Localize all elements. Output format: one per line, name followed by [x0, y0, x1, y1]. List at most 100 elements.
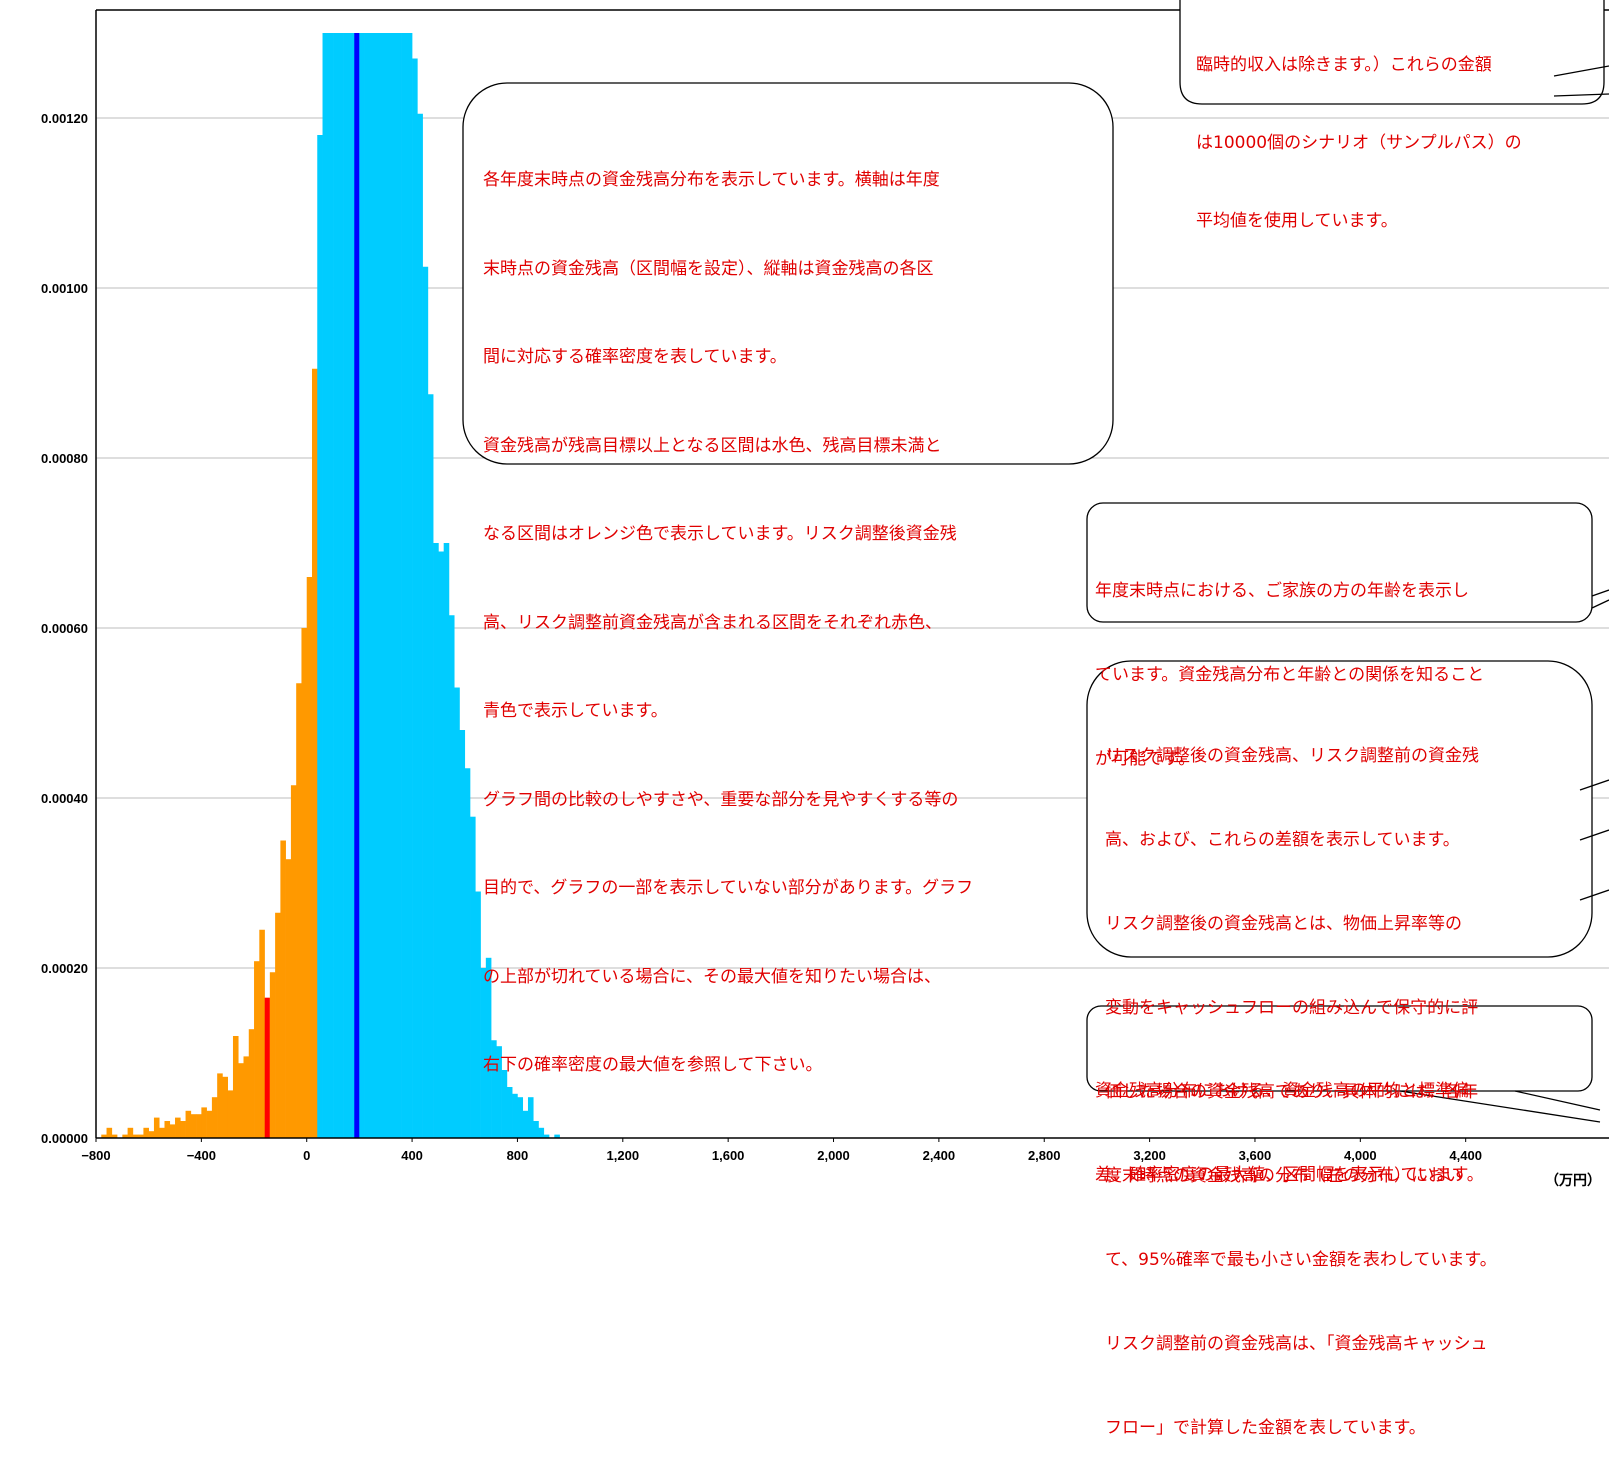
callout-risk-line: 度末時点の資金残高の分布（左の分布）におい	[1105, 1166, 1462, 1186]
histogram-bar	[180, 1121, 186, 1138]
callout-risk-line: リスク調整後の資金残高とは、物価上昇率等の	[1105, 914, 1462, 934]
histogram-bar	[554, 1134, 560, 1138]
callout-age: 年度末時点における、ご家族の方の年齢を表示し ています。資金残高分布と年齢との関…	[1095, 521, 1590, 801]
histogram-bar	[433, 543, 439, 1138]
callout-distribution-line: 末時点の資金残高（区間幅を設定）、縦軸は資金残高の各区	[483, 258, 934, 279]
histogram-bar	[306, 577, 313, 1138]
x-tick-label: 4,400	[1449, 1148, 1482, 1163]
callout-distribution-line: なる区間はオレンジ色で表示しています。リスク調整後資金残	[483, 524, 957, 544]
histogram-bar	[301, 628, 308, 1138]
histogram-bar	[364, 33, 371, 1138]
histogram-bar	[491, 1040, 497, 1138]
histogram-bar	[464, 768, 471, 1138]
histogram-bar	[290, 785, 297, 1138]
histogram-bar	[127, 1127, 134, 1138]
histogram-bar	[217, 1073, 223, 1138]
histogram-bar	[401, 33, 408, 1138]
callout-tail-stats	[1399, 1090, 1601, 1123]
marker-bars	[264, 33, 360, 1138]
callout-distribution-line: の上部が切れている場合に、その最大値を知りたい場合は、	[483, 966, 941, 987]
callout-risk-line: 価した場合の資金残高であり、具体的には、各年	[1105, 1082, 1479, 1102]
histogram-bar	[243, 1056, 250, 1138]
histogram-bar	[196, 1114, 202, 1138]
x-unit-label: （万円）	[1545, 1173, 1601, 1189]
histogram-chart: 0.00000 0.00020 0.00040 0.00060 0.00080 0.001…	[41, 0, 1609, 1189]
y-tick-labels: 0.00000 0.00020 0.00040 0.00060 0.00080 0.001…	[41, 111, 88, 1146]
histogram-bar	[538, 1127, 545, 1138]
callout-age-line: が可能です。	[1095, 749, 1196, 769]
callout-distribution-line: 資金残高が残高目標以上となる区間は水色、残高目標未満と	[483, 435, 942, 456]
callout-distribution-line: グラフ間の比較のしやすさや、重要な部分を見やすくする等の	[483, 789, 959, 810]
callout-age-line: ています。資金残高分布と年齢との関係を知ること	[1095, 665, 1485, 685]
histogram-bar	[512, 1093, 518, 1138]
histogram-bar	[222, 1076, 228, 1138]
callout-distribution-line: 目的で、グラフの一部を表示していない部分があります。グラフ	[483, 878, 974, 898]
histogram-bar	[422, 266, 429, 1138]
histogram-bar	[296, 683, 302, 1138]
histogram-bar	[454, 687, 460, 1138]
histogram-bar	[317, 135, 323, 1138]
y-tick-label: 0.00000	[41, 1131, 88, 1146]
x-tick-label: 2,800	[1028, 1148, 1061, 1163]
histogram-bar	[206, 1110, 213, 1138]
x-tick-label: 400	[401, 1148, 423, 1163]
x-tick-labels: −800 −400 0 400 800 1,200 1,600 2,000 2,400 2,800…	[81, 1138, 1482, 1163]
histogram-bar	[417, 113, 423, 1138]
callout-box-distribution	[462, 82, 1114, 465]
callout-distribution-line: 青色で表示しています。	[483, 701, 668, 721]
x-tick-label: 800	[507, 1148, 529, 1163]
histogram-bar	[232, 1036, 239, 1138]
histogram-bar	[322, 33, 329, 1138]
histogram-bar	[496, 1046, 502, 1138]
histogram-bar	[111, 1134, 118, 1138]
histogram-bar	[427, 394, 434, 1138]
histogram-bar	[522, 1110, 529, 1138]
histogram-bar	[311, 368, 318, 1138]
histogram-bar	[470, 816, 476, 1138]
histogram-bar	[153, 1117, 160, 1138]
y-tick-label: 0.00040	[41, 791, 88, 806]
histogram-bar	[448, 615, 455, 1138]
histogram-bar	[259, 929, 265, 1138]
histogram-bar	[143, 1127, 149, 1138]
x-tick-label: 2,400	[923, 1148, 956, 1163]
callout-risk-line: 変動をキャッシュフローの組み込んで保守的に評	[1105, 998, 1479, 1018]
histogram-bar	[391, 33, 397, 1138]
histogram-bar	[385, 33, 392, 1138]
callout-risk-line: て、95%確率で最も小さい金額を表わしています。	[1105, 1250, 1497, 1270]
x-tick-label: 3,600	[1239, 1148, 1272, 1163]
callout-risk-line: リスク調整後の資金残高、リスク調整前の資金残	[1105, 746, 1479, 766]
histogram-bar	[327, 33, 334, 1138]
histogram-bar	[248, 1029, 255, 1138]
y-tick-label: 0.00080	[41, 451, 88, 466]
y-tick-label: 0.00100	[41, 281, 88, 296]
x-tick-label: −400	[187, 1148, 216, 1163]
x-tick-label: 3,200	[1133, 1148, 1166, 1163]
callout-box-top-right	[1179, 0, 1605, 105]
histogram-bar	[501, 1070, 508, 1138]
histogram-bar	[280, 840, 286, 1138]
histogram-bar	[254, 961, 260, 1138]
histogram-bar	[169, 1124, 176, 1138]
y-tick-label: 0.00060	[41, 621, 88, 636]
histogram-bar	[164, 1121, 171, 1138]
callout-stats: 資金残高分布における、資金残高の平均と標準偏 差、確率密度の最大値、区間幅を表示…	[1095, 1021, 1590, 1217]
callout-distribution: 各年度末時点の資金残高分布を表示しています。横軸は年度 末時点の資金残高（区間幅…	[483, 107, 1103, 1110]
callout-risk-line: リスク調整前の資金残高は、「資金残高キャッシュ	[1105, 1334, 1488, 1354]
histogram-bar	[190, 1114, 197, 1138]
histogram-bar	[506, 1087, 513, 1138]
callout-box-risk	[1086, 660, 1593, 958]
histogram-bar	[101, 1134, 107, 1138]
callout-top-right-line: は10000個のシナリオ（サンプルパス）の	[1196, 133, 1522, 153]
histogram-bar	[527, 1097, 534, 1138]
histogram-bar	[375, 33, 381, 1138]
histogram-bar	[132, 1134, 139, 1138]
histogram-bar	[396, 33, 402, 1138]
histogram-bar	[338, 33, 344, 1138]
x-tick-label: 4,000	[1344, 1148, 1377, 1163]
callout-top-right-line: 臨時的収入は除きます。）これらの金額	[1196, 55, 1492, 75]
callout-tail-risk	[1579, 779, 1609, 901]
histogram-bar	[517, 1097, 524, 1138]
histogram-bar	[459, 730, 466, 1138]
histogram-bar	[227, 1090, 234, 1138]
